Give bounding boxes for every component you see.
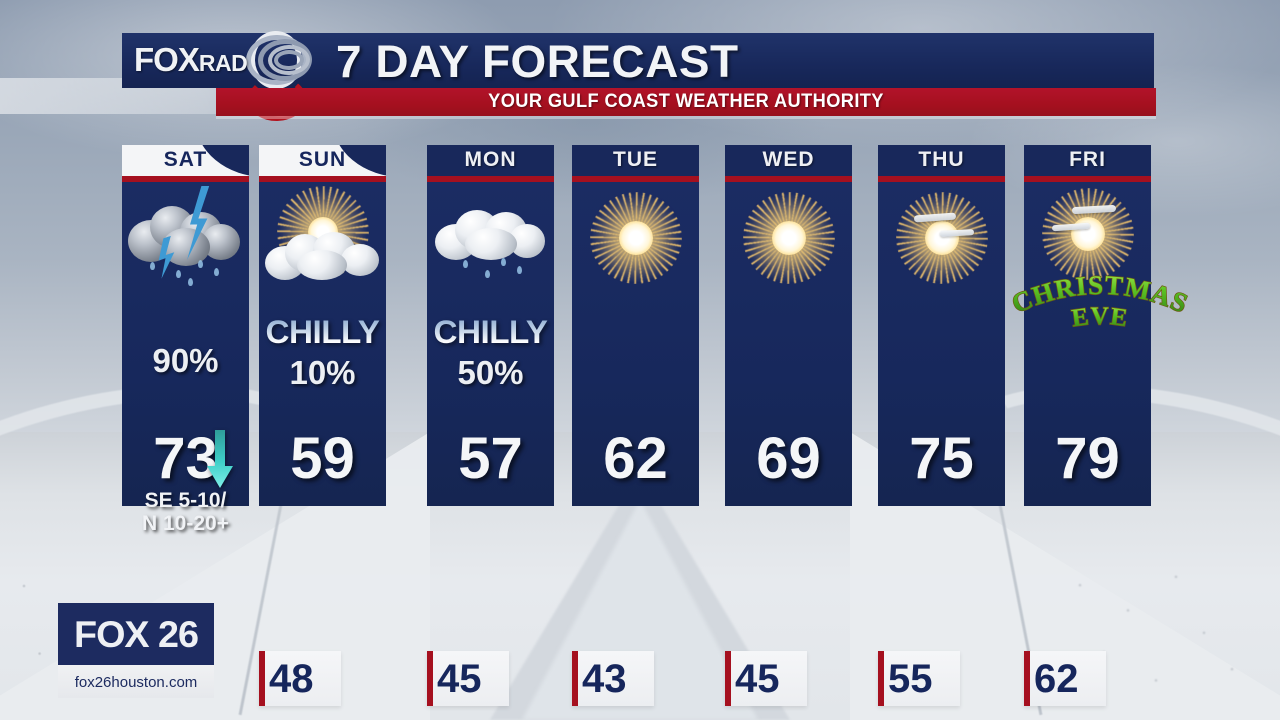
day-body-mon: CHILLY 50% 57 bbox=[427, 182, 554, 506]
day-body-fri: 79 bbox=[1024, 182, 1151, 506]
page-title: 7 DAY FORECAST bbox=[336, 36, 739, 87]
day-accent-bar bbox=[427, 176, 554, 182]
day-body-thu: 75 bbox=[878, 182, 1005, 506]
day-name-thu: THU bbox=[918, 148, 965, 171]
day-body-sat: 90% 73 SE 5-10/ N 10-20+ bbox=[122, 182, 249, 535]
forecast-day-sun[interactable]: SUN CHILLY 10% 59 48 bbox=[259, 145, 386, 706]
station-url: fox26houston.com bbox=[74, 674, 198, 691]
low-temp-box-mon: 45 bbox=[427, 651, 509, 706]
sun-behind-cloud-icon bbox=[259, 186, 386, 291]
low-temp-box-thu: 55 bbox=[878, 651, 960, 706]
high-temp-tue: 62 bbox=[603, 426, 668, 491]
sunny-icon bbox=[725, 186, 852, 291]
forecast-day-fri[interactable]: FRI 79 62 bbox=[1024, 145, 1151, 706]
low-temp-box-sun: 48 bbox=[259, 651, 341, 706]
foxrad-fox-text: FOX bbox=[134, 41, 200, 78]
day-accent-bar bbox=[878, 176, 1005, 182]
day-header-sun: SUN bbox=[259, 145, 386, 176]
sun-disc bbox=[771, 221, 806, 255]
precip-chance-sun: 10% bbox=[289, 354, 356, 391]
day-name-tue: TUE bbox=[613, 148, 658, 171]
foxrad-wordmark: FOXRAD bbox=[134, 41, 248, 79]
precip-chance-sat: 90% bbox=[152, 342, 219, 379]
condition-label-mon: CHILLY bbox=[424, 314, 556, 351]
high-temp-fri: 79 bbox=[1055, 426, 1120, 491]
day-body-tue: 62 bbox=[572, 182, 699, 506]
subtitle-bar: YOUR GULF COAST WEATHER AUTHORITY bbox=[216, 88, 1156, 119]
foxrad-rad-text: RAD bbox=[198, 50, 248, 76]
low-temp-box-tue: 43 bbox=[572, 651, 654, 706]
sunny-icon bbox=[572, 186, 699, 291]
high-temp-mon: 57 bbox=[458, 426, 523, 491]
storm-cloud-shape bbox=[128, 204, 244, 266]
day-header-sat: SAT bbox=[122, 145, 249, 176]
rain-cloud-icon bbox=[427, 186, 554, 291]
forecast-day-mon[interactable]: MON CHILLY 50% 57 45 bbox=[427, 145, 554, 706]
low-temp-sun: 48 bbox=[269, 657, 314, 701]
banner-background bbox=[122, 33, 1154, 88]
day-header-thu: THU bbox=[878, 145, 1005, 176]
low-temp-thu: 55 bbox=[888, 657, 933, 701]
low-temp-mon: 45 bbox=[437, 657, 482, 701]
day-name-mon: MON bbox=[464, 148, 517, 171]
low-temp-box-fri: 62 bbox=[1024, 651, 1106, 706]
high-temp-sun: 59 bbox=[290, 426, 355, 491]
mostly-sunny-icon bbox=[1024, 186, 1151, 291]
day-body-sun: CHILLY 10% 59 bbox=[259, 182, 386, 506]
day-name-fri: FRI bbox=[1069, 148, 1106, 171]
christmas-eve-line-2: EVE bbox=[1070, 303, 1130, 332]
day-body-wed: 69 bbox=[725, 182, 852, 506]
mostly-sunny-icon bbox=[878, 186, 1005, 291]
christmas-eve-badge: CHRISTMAS EVE bbox=[995, 269, 1205, 340]
wind-line-2: N 10-20+ bbox=[142, 512, 229, 535]
day-name-sun: SUN bbox=[298, 148, 347, 171]
sun-disc bbox=[1070, 217, 1105, 251]
low-temp-wed: 45 bbox=[735, 657, 780, 701]
day-name-sat: SAT bbox=[163, 148, 208, 171]
low-temp-fri: 62 bbox=[1034, 657, 1079, 701]
high-temp-sat: 73 bbox=[153, 426, 218, 491]
day-name-wed: WED bbox=[762, 148, 815, 171]
low-temp-box-wed: 45 bbox=[725, 651, 807, 706]
station-name: FOX 26 bbox=[74, 614, 199, 655]
down-arrow-icon bbox=[207, 430, 233, 488]
day-header-tue: TUE bbox=[572, 145, 699, 176]
foxrad-logo: FOXRAD bbox=[122, 30, 336, 122]
station-url-bar bbox=[58, 665, 214, 698]
day-accent-bar bbox=[122, 176, 249, 182]
day-header-wed: WED bbox=[725, 145, 852, 176]
day-accent-bar bbox=[572, 176, 699, 182]
high-temp-wed: 69 bbox=[756, 426, 821, 491]
day-accent-bar bbox=[1024, 176, 1151, 182]
cloud-shape bbox=[265, 232, 381, 280]
station-logo-block bbox=[58, 603, 214, 665]
sun-disc bbox=[924, 221, 959, 255]
wind-info-sat: SE 5-10/ N 10-20+ bbox=[114, 489, 257, 535]
condition-label-sun: CHILLY bbox=[256, 314, 388, 351]
forecast-day-thu[interactable]: THU 75 55 bbox=[878, 145, 1005, 706]
day-header-fri: FRI bbox=[1024, 145, 1151, 176]
wind-line-1: SE 5-10/ bbox=[144, 489, 227, 512]
high-temp-thu: 75 bbox=[909, 426, 974, 491]
day-header-mon: MON bbox=[427, 145, 554, 176]
subtitle-text: YOUR GULF COAST WEATHER AUTHORITY bbox=[488, 91, 884, 112]
forecast-day-sat[interactable]: SAT 90% 73 bbox=[122, 145, 249, 535]
precip-chance-mon: 50% bbox=[457, 354, 524, 391]
header-banner: FOXRAD 7 DAY FORECAST bbox=[122, 30, 1154, 122]
sun-disc bbox=[618, 221, 653, 255]
forecast-day-tue[interactable]: TUE 62 43 bbox=[572, 145, 699, 706]
thunderstorm-icon bbox=[122, 186, 249, 291]
day-accent-bar bbox=[259, 176, 386, 182]
day-accent-bar bbox=[725, 176, 852, 182]
forecast-day-wed[interactable]: WED 69 45 bbox=[725, 145, 852, 706]
low-temp-tue: 43 bbox=[582, 657, 627, 701]
cloud-shape bbox=[435, 208, 547, 260]
station-logo: FOX 26 fox26houston.com bbox=[58, 603, 214, 698]
